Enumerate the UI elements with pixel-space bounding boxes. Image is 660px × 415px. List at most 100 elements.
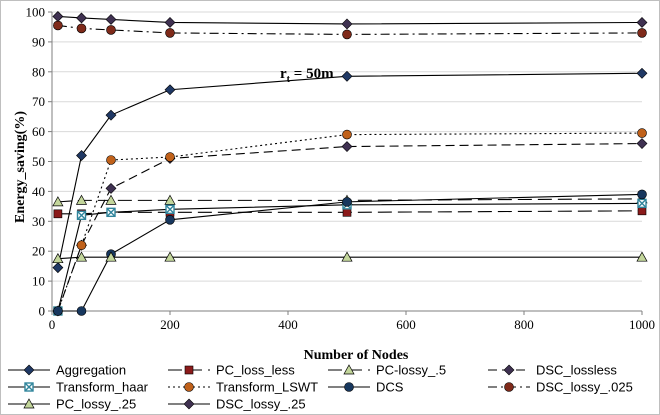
axes: [48, 11, 643, 315]
data-point: [105, 251, 117, 262]
legend-label: DCS: [376, 380, 404, 395]
data-point: [637, 28, 647, 38]
y-axis-title: Energy_saving(%): [13, 111, 28, 223]
y-tick-label: 10: [32, 274, 45, 289]
legend-label: Transform_haar: [56, 380, 149, 395]
data-point: [52, 262, 64, 274]
series-line: [57, 143, 643, 312]
data-point: [105, 14, 117, 25]
y-tick-label: 40: [32, 184, 45, 199]
legend-label: PC-lossy_.5: [376, 363, 446, 378]
x-tick-label: 1000: [629, 317, 655, 332]
data-point: [76, 150, 87, 161]
data-point: [106, 25, 116, 35]
data-point: [341, 18, 353, 30]
legend-marker: [504, 382, 514, 392]
y-tick-label: 60: [32, 124, 45, 139]
series-dsc-lossy-25: [52, 11, 648, 30]
legend-marker: [343, 364, 355, 375]
legend-label: DSC_lossy_.25: [216, 397, 306, 412]
series-line: [57, 72, 643, 268]
legend-label: Transform_LSWT: [216, 380, 318, 395]
data-point: [106, 207, 116, 218]
legend: Aggregation PC_loss_less PC-lossy_.5 DSC_lo…: [8, 363, 633, 412]
series-pc-lossy-25: [52, 251, 648, 264]
data-point: [52, 11, 64, 22]
legend-entry: DSC_lossy_.25: [168, 397, 306, 412]
y-tick-label: 0: [39, 304, 46, 319]
x-tick-label: 800: [514, 317, 534, 332]
legend-label: DSC_lossy_.025: [536, 380, 633, 395]
series-line: [57, 132, 643, 312]
annotation-subscript: t: [287, 74, 291, 85]
data-point: [105, 194, 117, 205]
data-point: [75, 194, 88, 205]
legend-marker: [503, 364, 515, 376]
legend-label: DSC_lossless: [536, 363, 617, 378]
data-point: [76, 12, 87, 24]
series-dsc-lossy-025: [53, 20, 647, 40]
data-point: [53, 306, 63, 316]
x-tick-label: 200: [160, 317, 180, 332]
data-point: [165, 204, 175, 215]
data-point: [105, 109, 117, 121]
data-point: [165, 215, 175, 225]
y-tick-label: 20: [32, 244, 45, 259]
y-tick-label: 30: [32, 214, 45, 229]
legend-label: Aggregation: [56, 363, 126, 378]
data-point: [165, 152, 175, 162]
data-point: [105, 182, 117, 194]
data-point: [342, 197, 352, 207]
y-tick-label: 90: [32, 34, 45, 49]
legend-marker: [24, 382, 34, 392]
data-point: [52, 196, 64, 207]
grid-lines: [52, 11, 642, 282]
legend-marker: [23, 364, 35, 376]
series-line: [57, 202, 643, 312]
legend-marker: [183, 398, 195, 410]
data-point: [637, 198, 647, 209]
legend-entry: PC-lossy_.5: [328, 363, 446, 378]
data-point: [53, 20, 63, 31]
data-point: [636, 17, 648, 28]
legend-entry: DSC_lossless: [488, 363, 617, 378]
legend-marker: [23, 398, 35, 409]
legend-label: PC_loss_less: [216, 363, 295, 378]
data-point: [164, 251, 176, 262]
data-point: [341, 251, 353, 262]
data-point: [76, 306, 87, 316]
data-point: [165, 28, 175, 38]
series-line: [57, 210, 643, 215]
y-tick-label: 80: [32, 64, 45, 79]
x-tick-label: 600: [396, 317, 416, 332]
data-point: [342, 29, 352, 40]
x-tick-label: 400: [278, 317, 298, 332]
data-point: [636, 67, 648, 79]
data-point: [76, 240, 87, 251]
data-point: [342, 129, 352, 140]
x-tick-label: 0: [49, 317, 56, 332]
series-aggregation: [52, 67, 648, 274]
data-point: [106, 155, 116, 165]
legend-entry: PC_loss_less: [168, 363, 295, 378]
annotation-main: r: [280, 66, 287, 82]
data-point: [637, 128, 647, 138]
data-point: [76, 210, 87, 221]
y-tick-label: 100: [26, 5, 46, 20]
data-point: [75, 251, 88, 262]
legend-entry: Aggregation: [8, 363, 126, 378]
data-point: [636, 138, 648, 149]
legend-label: PC_lossy_.25: [56, 397, 136, 412]
data-point: [164, 17, 176, 28]
data-point: [636, 251, 648, 262]
data-point: [164, 84, 176, 96]
legend-entry: DSC_lossy_.025: [488, 380, 633, 395]
legend-entry: Transform_LSWT: [168, 380, 318, 395]
data-point: [76, 23, 87, 34]
legend-marker: [184, 382, 194, 392]
series-layer: [52, 11, 648, 317]
